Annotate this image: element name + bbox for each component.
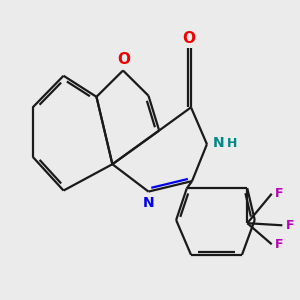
Text: N: N xyxy=(143,196,155,210)
Text: O: O xyxy=(117,52,130,67)
Text: O: O xyxy=(182,31,195,46)
Text: F: F xyxy=(286,219,294,232)
Text: H: H xyxy=(226,137,237,150)
Text: N: N xyxy=(212,136,224,150)
Text: F: F xyxy=(275,187,284,200)
Text: F: F xyxy=(275,238,284,251)
